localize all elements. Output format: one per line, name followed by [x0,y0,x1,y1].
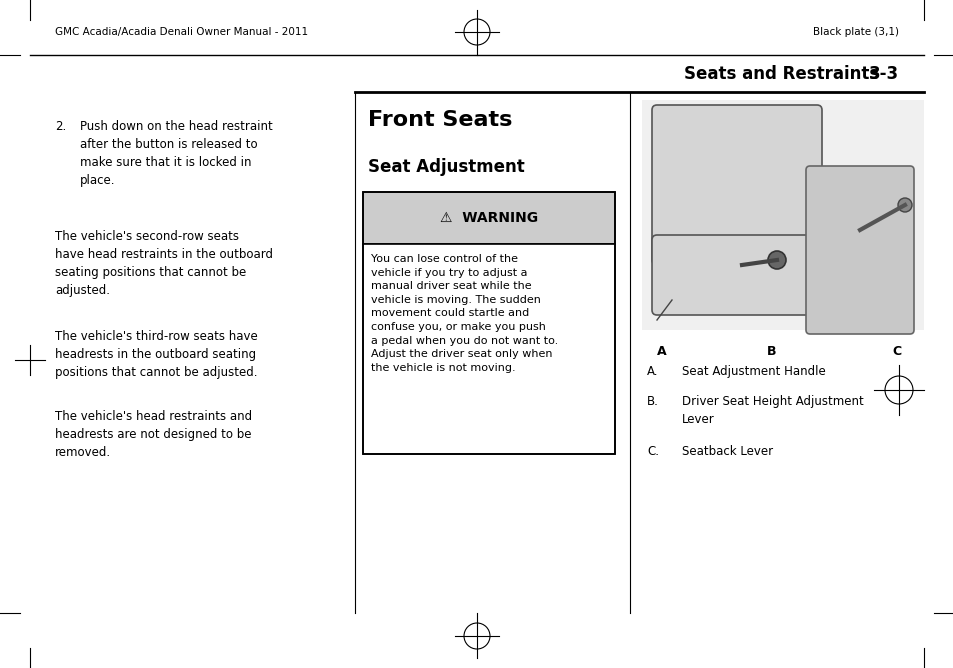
Text: Seats and Restraints: Seats and Restraints [683,65,878,83]
Text: Black plate (3,1): Black plate (3,1) [812,27,898,37]
Text: The vehicle's second-row seats
have head restraints in the outboard
seating posi: The vehicle's second-row seats have head… [55,230,273,297]
Text: Seat Adjustment Handle: Seat Adjustment Handle [681,365,825,378]
FancyBboxPatch shape [805,166,913,334]
Text: ⚠  WARNING: ⚠ WARNING [439,211,537,225]
Text: C.: C. [646,445,659,458]
Text: Driver Seat Height Adjustment
Lever: Driver Seat Height Adjustment Lever [681,395,862,426]
Text: A.: A. [646,365,658,378]
Bar [363,192,615,454]
Text: C: C [891,345,901,358]
Text: You can lose control of the
vehicle if you try to adjust a
manual driver seat wh: You can lose control of the vehicle if y… [371,254,558,373]
Text: 3-3: 3-3 [868,65,898,83]
Text: B.: B. [646,395,659,408]
Text: Push down on the head restraint
after the button is released to
make sure that i: Push down on the head restraint after th… [80,120,273,187]
Text: Seatback Lever: Seatback Lever [681,445,772,458]
Text: The vehicle's head restraints and
headrests are not designed to be
removed.: The vehicle's head restraints and headre… [55,410,252,459]
Circle shape [897,198,911,212]
Bar [641,100,923,330]
Text: The vehicle's third-row seats have
headrests in the outboard seating
positions t: The vehicle's third-row seats have headr… [55,330,257,379]
Text: 2.: 2. [55,120,66,133]
Text: A: A [657,345,666,358]
Bar [363,192,615,244]
FancyBboxPatch shape [651,105,821,265]
Text: B: B [766,345,776,358]
FancyBboxPatch shape [651,235,846,315]
Text: GMC Acadia/Acadia Denali Owner Manual - 2011: GMC Acadia/Acadia Denali Owner Manual - … [55,27,308,37]
Bar [363,244,615,454]
Text: Front Seats: Front Seats [368,110,512,130]
Circle shape [767,251,785,269]
Text: Seat Adjustment: Seat Adjustment [368,158,524,176]
